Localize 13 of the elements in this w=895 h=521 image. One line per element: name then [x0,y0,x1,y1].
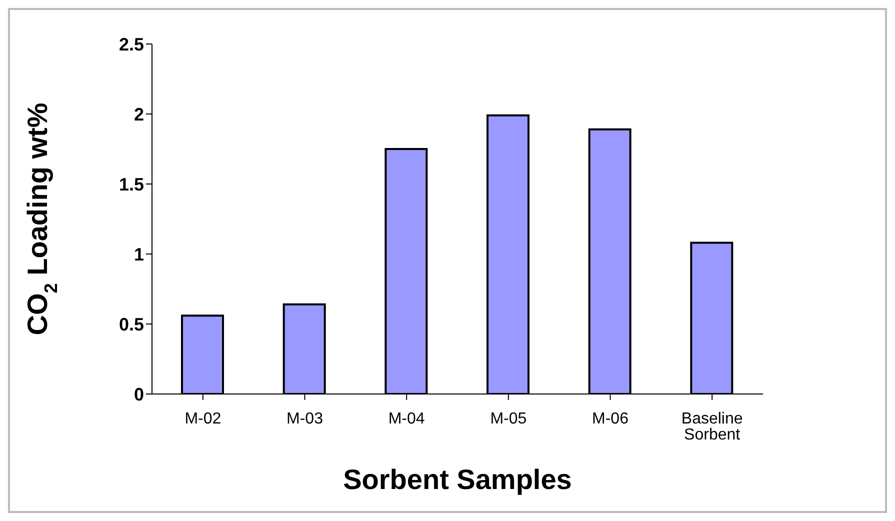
x-tick-label: Baseline Sorbent [681,410,743,444]
x-tick-label: M-03 [286,410,324,428]
y-tick-label: 2 [134,104,144,124]
y-tick-label: 1.5 [118,174,144,194]
x-tick-label: M-06 [592,410,629,428]
y-tick-label: 2.5 [118,34,144,54]
y-tick-label: 1 [134,244,144,264]
x-tick-label: M-04 [388,410,425,428]
x-tick-label: M-05 [490,410,527,428]
x-tick-label: M-02 [184,410,222,428]
x-axis-title: Sorbent Samples [343,464,572,495]
y-tick-label: 0 [134,384,144,404]
y-tick-label: 0.5 [118,314,144,334]
